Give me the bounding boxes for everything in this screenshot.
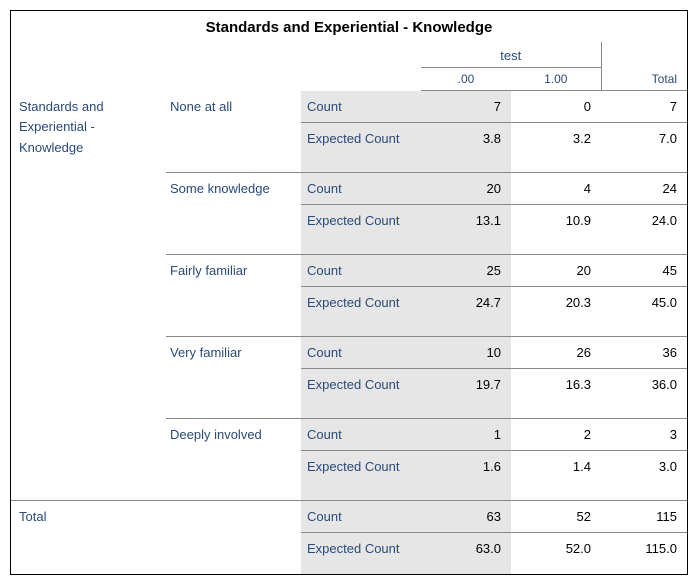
crosstab-table: test .00 1.00 Total Standards and Experi… bbox=[11, 42, 687, 574]
crosstab-container: Standards and Experiential - Knowledge t… bbox=[10, 10, 688, 575]
cell-value: 115.0 bbox=[601, 533, 687, 565]
total-row: Expected Count 63.0 52.0 115.0 bbox=[11, 533, 687, 565]
cell-value: 19.7 bbox=[421, 369, 511, 401]
cell-value: 3 bbox=[601, 419, 687, 451]
cell-value: 26 bbox=[511, 337, 601, 369]
cell-value: 36 bbox=[601, 337, 687, 369]
stat-label-count: Count bbox=[301, 255, 421, 287]
column-group-label: test bbox=[421, 42, 601, 68]
table-row: Standards and Experiential - Knowledge N… bbox=[11, 91, 687, 123]
category-label: Very familiar bbox=[166, 337, 301, 419]
cell-value: 7 bbox=[421, 91, 511, 123]
stat-label-count: Count bbox=[301, 501, 421, 533]
total-row: Total Count 63 52 115 bbox=[11, 501, 687, 533]
col-header-total: Total bbox=[601, 68, 687, 91]
cell-value: 0 bbox=[511, 91, 601, 123]
cell-value: 2 bbox=[511, 419, 601, 451]
cell-value: 24 bbox=[601, 173, 687, 205]
header-row-group: test bbox=[11, 42, 687, 68]
stat-label-expected: Expected Count bbox=[301, 369, 421, 401]
cell-value: 45.0 bbox=[601, 287, 687, 319]
stat-label-expected: Expected Count bbox=[301, 287, 421, 319]
cell-value: 10.9 bbox=[511, 205, 601, 237]
cell-value: 1.4 bbox=[511, 451, 601, 483]
cell-value: 20.3 bbox=[511, 287, 601, 319]
row-var-line: Knowledge bbox=[19, 140, 83, 155]
category-label: Deeply involved bbox=[166, 419, 301, 501]
cell-value: 63.0 bbox=[421, 533, 511, 565]
cell-value: 24.0 bbox=[601, 205, 687, 237]
col-header-c2: 1.00 bbox=[511, 68, 601, 91]
cell-value: 4 bbox=[511, 173, 601, 205]
stat-label-expected: Expected Count bbox=[301, 123, 421, 155]
row-var-line: Experiential - bbox=[19, 119, 95, 134]
cell-value: 52 bbox=[511, 501, 601, 533]
category-label: Some knowledge bbox=[166, 173, 301, 255]
category-label: Fairly familiar bbox=[166, 255, 301, 337]
cell-value: 7.0 bbox=[601, 123, 687, 155]
row-var-line: Standards and bbox=[19, 99, 104, 114]
row-variable-label: Standards and Experiential - Knowledge bbox=[11, 91, 166, 501]
cell-value: 7 bbox=[601, 91, 687, 123]
stat-label-count: Count bbox=[301, 91, 421, 123]
stat-label-expected: Expected Count bbox=[301, 533, 421, 565]
header-row-cols: .00 1.00 Total bbox=[11, 68, 687, 91]
cell-value: 115 bbox=[601, 501, 687, 533]
cell-value: 63 bbox=[421, 501, 511, 533]
cell-value: 24.7 bbox=[421, 287, 511, 319]
cell-value: 20 bbox=[511, 255, 601, 287]
total-row-label: Total bbox=[11, 501, 166, 533]
table-title: Standards and Experiential - Knowledge bbox=[11, 11, 687, 42]
cell-value: 16.3 bbox=[511, 369, 601, 401]
cell-value: 20 bbox=[421, 173, 511, 205]
cell-value: 1 bbox=[421, 419, 511, 451]
stat-label-count: Count bbox=[301, 337, 421, 369]
stat-label-expected: Expected Count bbox=[301, 205, 421, 237]
stat-label-expected: Expected Count bbox=[301, 451, 421, 483]
cell-value: 36.0 bbox=[601, 369, 687, 401]
cell-value: 3.0 bbox=[601, 451, 687, 483]
stat-label-count: Count bbox=[301, 173, 421, 205]
cell-value: 25 bbox=[421, 255, 511, 287]
cell-value: 1.6 bbox=[421, 451, 511, 483]
stat-label-count: Count bbox=[301, 419, 421, 451]
category-label: None at all bbox=[166, 91, 301, 173]
cell-value: 13.1 bbox=[421, 205, 511, 237]
cell-value: 45 bbox=[601, 255, 687, 287]
cell-value: 10 bbox=[421, 337, 511, 369]
col-header-c1: .00 bbox=[421, 68, 511, 91]
cell-value: 3.2 bbox=[511, 123, 601, 155]
cell-value: 52.0 bbox=[511, 533, 601, 565]
cell-value: 3.8 bbox=[421, 123, 511, 155]
